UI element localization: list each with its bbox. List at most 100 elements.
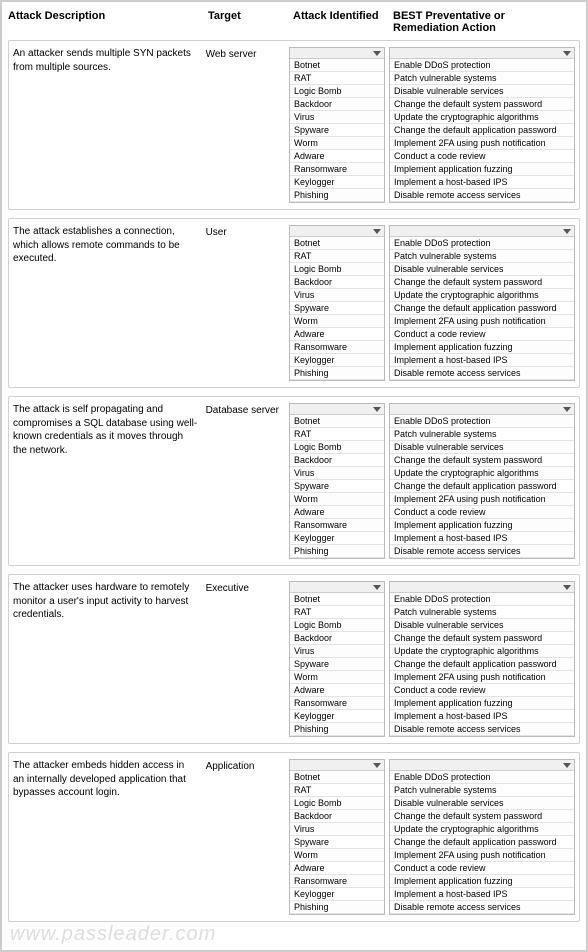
dropdown-arrow-icon[interactable] — [290, 582, 384, 593]
list-item[interactable]: Enable DDoS protection — [390, 593, 574, 606]
list-item[interactable]: Disable remote access services — [390, 189, 574, 202]
list-item[interactable]: Change the default application password — [390, 480, 574, 493]
list-item[interactable]: Implement application fuzzing — [390, 519, 574, 532]
list-item[interactable]: RAT — [290, 606, 384, 619]
list-item[interactable]: Worm — [290, 493, 384, 506]
list-item[interactable]: Implement application fuzzing — [390, 341, 574, 354]
list-item[interactable]: Disable vulnerable services — [390, 85, 574, 98]
list-item[interactable]: Adware — [290, 150, 384, 163]
list-item[interactable]: Change the default system password — [390, 454, 574, 467]
list-item[interactable]: Keylogger — [290, 710, 384, 723]
dropdown-arrow-icon[interactable] — [390, 582, 574, 593]
list-item[interactable]: Change the default system password — [390, 632, 574, 645]
list-item[interactable]: Disable vulnerable services — [390, 263, 574, 276]
list-item[interactable]: Patch vulnerable systems — [390, 784, 574, 797]
list-item[interactable]: Botnet — [290, 593, 384, 606]
list-item[interactable]: Disable remote access services — [390, 367, 574, 380]
remediation-action-select[interactable]: Enable DDoS protectionPatch vulnerable s… — [389, 759, 575, 915]
attack-identified-select[interactable]: BotnetRATLogic BombBackdoorVirusSpywareW… — [289, 225, 385, 381]
list-item[interactable]: Ransomware — [290, 697, 384, 710]
list-item[interactable]: Change the default application password — [390, 302, 574, 315]
list-item[interactable]: Ransomware — [290, 875, 384, 888]
list-item[interactable]: Keylogger — [290, 532, 384, 545]
list-item[interactable]: Logic Bomb — [290, 85, 384, 98]
list-item[interactable]: Phishing — [290, 367, 384, 380]
list-item[interactable]: Update the cryptographic algorithms — [390, 111, 574, 124]
list-item[interactable]: Change the default system password — [390, 810, 574, 823]
list-item[interactable]: Keylogger — [290, 176, 384, 189]
list-item[interactable]: Implement 2FA using push notification — [390, 137, 574, 150]
list-item[interactable]: Change the default application password — [390, 658, 574, 671]
list-item[interactable]: Update the cryptographic algorithms — [390, 645, 574, 658]
dropdown-arrow-icon[interactable] — [390, 404, 574, 415]
list-item[interactable]: Patch vulnerable systems — [390, 606, 574, 619]
list-item[interactable]: Keylogger — [290, 888, 384, 901]
list-item[interactable]: Implement a host-based IPS — [390, 176, 574, 189]
dropdown-arrow-icon[interactable] — [290, 760, 384, 771]
dropdown-arrow-icon[interactable] — [390, 760, 574, 771]
list-item[interactable]: Adware — [290, 862, 384, 875]
list-item[interactable]: Implement application fuzzing — [390, 875, 574, 888]
list-item[interactable]: Virus — [290, 823, 384, 836]
list-item[interactable]: Botnet — [290, 237, 384, 250]
list-item[interactable]: Enable DDoS protection — [390, 237, 574, 250]
list-item[interactable]: Patch vulnerable systems — [390, 72, 574, 85]
list-item[interactable]: Disable remote access services — [390, 901, 574, 914]
list-item[interactable]: Conduct a code review — [390, 150, 574, 163]
list-item[interactable]: Virus — [290, 645, 384, 658]
list-item[interactable]: Virus — [290, 289, 384, 302]
list-item[interactable]: Worm — [290, 137, 384, 150]
list-item[interactable]: Disable vulnerable services — [390, 441, 574, 454]
list-item[interactable]: Implement a host-based IPS — [390, 354, 574, 367]
list-item[interactable]: Logic Bomb — [290, 797, 384, 810]
list-item[interactable]: Conduct a code review — [390, 506, 574, 519]
attack-identified-select[interactable]: BotnetRATLogic BombBackdoorVirusSpywareW… — [289, 581, 385, 737]
list-item[interactable]: Update the cryptographic algorithms — [390, 467, 574, 480]
list-item[interactable]: Ransomware — [290, 341, 384, 354]
list-item[interactable]: Implement 2FA using push notification — [390, 315, 574, 328]
list-item[interactable]: Implement 2FA using push notification — [390, 671, 574, 684]
list-item[interactable]: Backdoor — [290, 98, 384, 111]
list-item[interactable]: Conduct a code review — [390, 328, 574, 341]
list-item[interactable]: Ransomware — [290, 519, 384, 532]
list-item[interactable]: Phishing — [290, 901, 384, 914]
list-item[interactable]: Spyware — [290, 836, 384, 849]
list-item[interactable]: Spyware — [290, 658, 384, 671]
list-item[interactable]: RAT — [290, 72, 384, 85]
list-item[interactable]: Logic Bomb — [290, 441, 384, 454]
list-item[interactable]: Implement a host-based IPS — [390, 710, 574, 723]
remediation-action-select[interactable]: Enable DDoS protectionPatch vulnerable s… — [389, 581, 575, 737]
list-item[interactable]: Patch vulnerable systems — [390, 428, 574, 441]
list-item[interactable]: Enable DDoS protection — [390, 415, 574, 428]
list-item[interactable]: Ransomware — [290, 163, 384, 176]
list-item[interactable]: Botnet — [290, 415, 384, 428]
remediation-action-select[interactable]: Enable DDoS protectionPatch vulnerable s… — [389, 403, 575, 559]
list-item[interactable]: Spyware — [290, 124, 384, 137]
dropdown-arrow-icon[interactable] — [290, 404, 384, 415]
list-item[interactable]: Update the cryptographic algorithms — [390, 823, 574, 836]
list-item[interactable]: Botnet — [290, 771, 384, 784]
list-item[interactable]: Phishing — [290, 545, 384, 558]
list-item[interactable]: Disable remote access services — [390, 723, 574, 736]
list-item[interactable]: Disable remote access services — [390, 545, 574, 558]
list-item[interactable]: Adware — [290, 506, 384, 519]
remediation-action-select[interactable]: Enable DDoS protectionPatch vulnerable s… — [389, 225, 575, 381]
list-item[interactable]: Backdoor — [290, 810, 384, 823]
list-item[interactable]: Implement application fuzzing — [390, 697, 574, 710]
list-item[interactable]: Patch vulnerable systems — [390, 250, 574, 263]
list-item[interactable]: Conduct a code review — [390, 862, 574, 875]
dropdown-arrow-icon[interactable] — [290, 48, 384, 59]
list-item[interactable]: Worm — [290, 849, 384, 862]
list-item[interactable]: Adware — [290, 328, 384, 341]
list-item[interactable]: RAT — [290, 428, 384, 441]
list-item[interactable]: Change the default application password — [390, 836, 574, 849]
list-item[interactable]: Disable vulnerable services — [390, 619, 574, 632]
list-item[interactable]: Phishing — [290, 189, 384, 202]
list-item[interactable]: RAT — [290, 250, 384, 263]
dropdown-arrow-icon[interactable] — [390, 48, 574, 59]
list-item[interactable]: Phishing — [290, 723, 384, 736]
dropdown-arrow-icon[interactable] — [390, 226, 574, 237]
list-item[interactable]: Implement 2FA using push notification — [390, 493, 574, 506]
remediation-action-select[interactable]: Enable DDoS protectionPatch vulnerable s… — [389, 47, 575, 203]
attack-identified-select[interactable]: BotnetRATLogic BombBackdoorVirusSpywareW… — [289, 759, 385, 915]
